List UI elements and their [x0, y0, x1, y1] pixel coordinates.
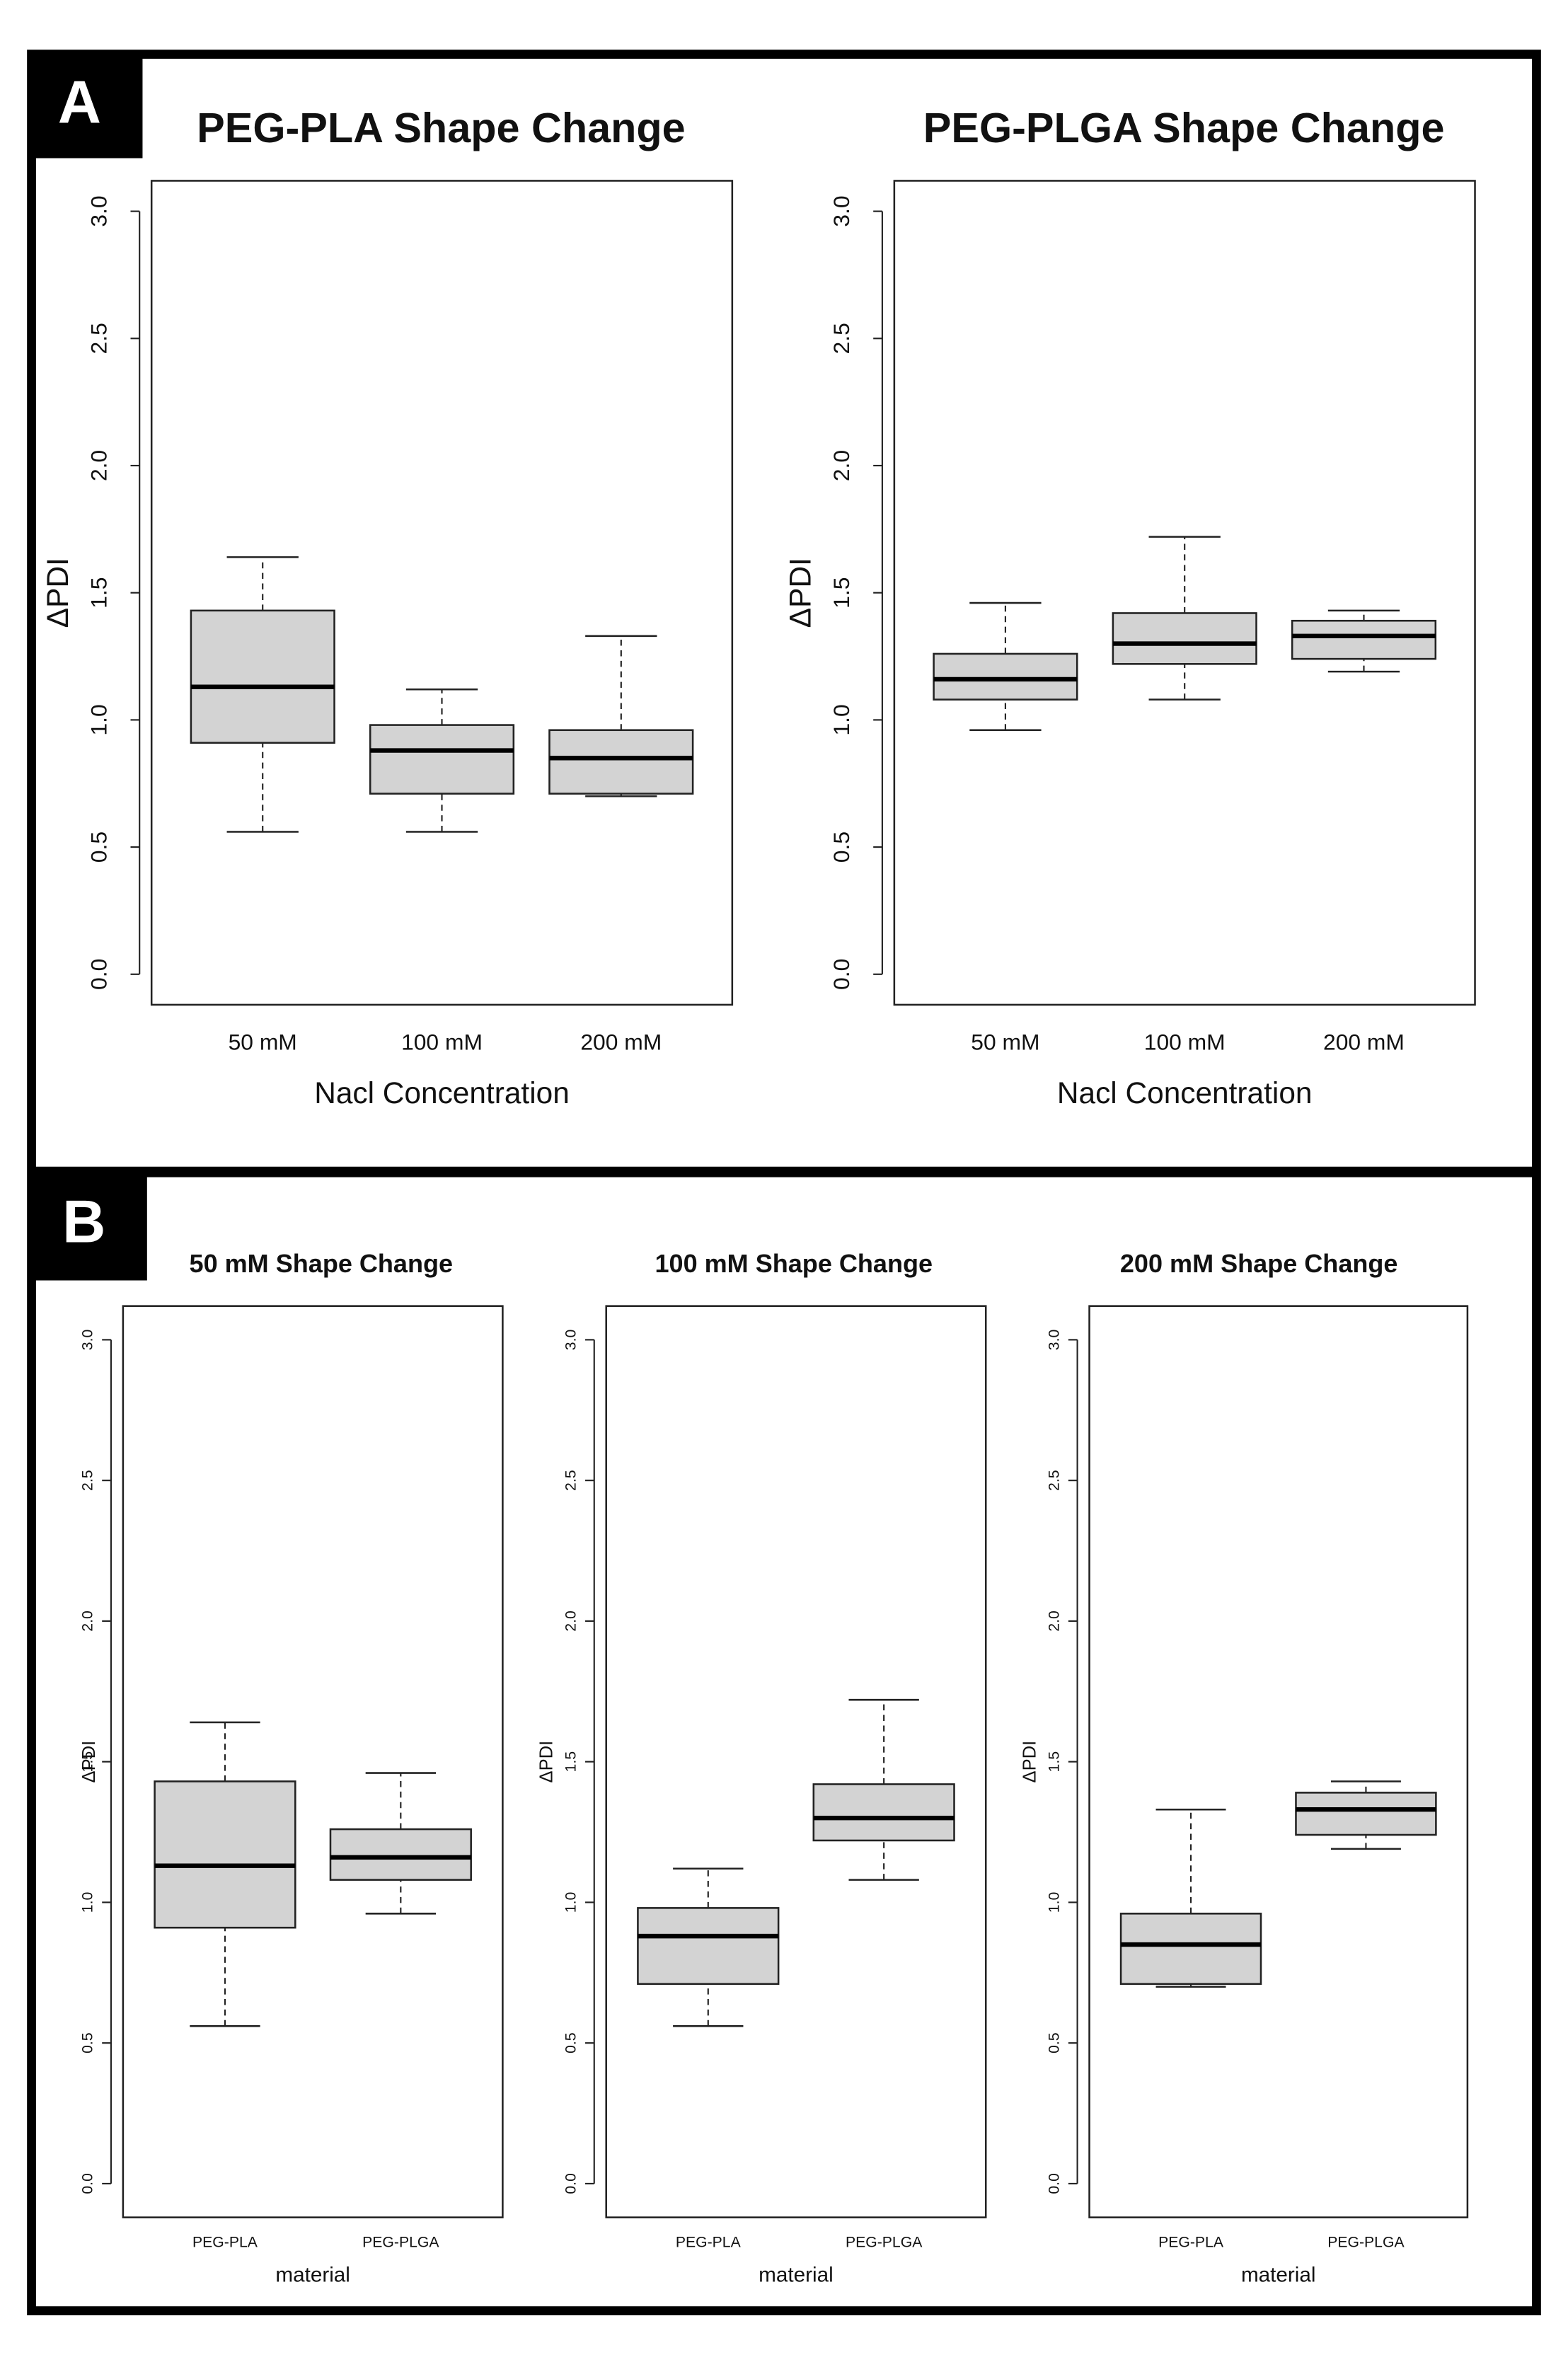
y-tick-label: 2.0 — [563, 1611, 580, 1632]
y-tick-label: 0.0 — [1045, 2173, 1062, 2194]
x-tick-label: PEG-PLGA — [362, 2233, 439, 2250]
box — [1112, 612, 1257, 665]
y-tick-label: 1.0 — [1045, 1892, 1062, 1913]
y-tick-label: 2.0 — [829, 450, 854, 481]
chart-title: 50 mM Shape Change — [190, 1249, 454, 1278]
y-tick-label: 2.5 — [86, 323, 112, 354]
x-tick-label: PEG-PLGA — [846, 2233, 923, 2250]
y-tick-label: 0.5 — [86, 831, 112, 863]
chart-title: PEG-PLGA Shape Change — [923, 104, 1445, 151]
y-tick-label: 3.0 — [86, 195, 112, 226]
x-axis-label: material — [759, 2263, 834, 2286]
y-tick-label: 1.0 — [563, 1892, 580, 1913]
x-tick-label: PEG-PLA — [1158, 2233, 1224, 2250]
panel-label-box — [31, 1175, 147, 1281]
y-tick-label: 1.5 — [1045, 1751, 1062, 1773]
y-tick-label: 1.5 — [563, 1751, 580, 1773]
box — [812, 1783, 955, 1842]
y-tick-label: 2.0 — [86, 450, 112, 481]
x-tick-label: PEG-PLA — [192, 2233, 258, 2250]
y-tick-label: 2.0 — [1045, 1611, 1062, 1632]
chart-title: 200 mM Shape Change — [1120, 1249, 1398, 1278]
x-axis-label: material — [275, 2263, 350, 2286]
y-tick-label: 2.0 — [79, 1611, 96, 1632]
box — [548, 729, 694, 795]
x-tick-label: 200 mM — [1323, 1030, 1405, 1055]
y-tick-label: 0.0 — [79, 2173, 96, 2194]
y-tick-label: 2.5 — [563, 1470, 580, 1491]
box — [154, 1780, 296, 1929]
y-tick-label: 2.5 — [79, 1470, 96, 1491]
x-tick-label: 50 mM — [229, 1030, 297, 1055]
x-tick-label: 100 mM — [401, 1030, 483, 1055]
y-tick-label: 3.0 — [79, 1330, 96, 1351]
panel-label-box — [31, 54, 143, 159]
y-tick-label: 0.5 — [563, 2032, 580, 2053]
y-axis-label: ΔPDI — [1020, 1741, 1040, 1783]
box — [637, 1907, 780, 1985]
y-tick-label: 1.0 — [79, 1892, 96, 1913]
y-tick-label: 1.0 — [86, 704, 112, 735]
y-axis-label: ΔPDI — [79, 1741, 99, 1783]
x-tick-label: 50 mM — [971, 1030, 1039, 1055]
y-tick-label: 3.0 — [1045, 1330, 1062, 1351]
panel-label: B — [62, 1188, 105, 1255]
panel-label: A — [58, 69, 101, 136]
y-tick-label: 0.0 — [829, 959, 854, 990]
y-tick-label: 1.5 — [86, 577, 112, 609]
y-tick-label: 0.5 — [1045, 2032, 1062, 2053]
box — [329, 1828, 472, 1881]
plot-frame — [150, 180, 734, 1006]
box — [1295, 1792, 1437, 1836]
y-tick-label: 0.0 — [563, 2173, 580, 2194]
y-tick-label: 0.5 — [79, 2032, 96, 2053]
box — [1291, 619, 1437, 660]
x-tick-label: PEG-PLA — [676, 2233, 742, 2250]
plot-frame — [893, 180, 1476, 1006]
y-axis-label: ΔPDI — [785, 558, 818, 628]
chart-title: 100 mM Shape Change — [655, 1249, 933, 1278]
box — [190, 609, 335, 744]
y-tick-label: 2.5 — [829, 323, 854, 354]
y-tick-label: 3.0 — [829, 195, 854, 226]
y-tick-label: 2.5 — [1045, 1470, 1062, 1491]
plot-frame — [1088, 1305, 1469, 2218]
box — [933, 652, 1078, 701]
plot-frame — [605, 1305, 987, 2218]
x-axis-label: Nacl Concentration — [314, 1077, 570, 1110]
y-tick-label: 1.5 — [79, 1751, 96, 1773]
x-axis-label: material — [1241, 2263, 1316, 2286]
y-tick-label: 1.0 — [829, 704, 854, 735]
y-tick-label: 1.5 — [829, 577, 854, 609]
y-axis-label: ΔPDI — [42, 558, 75, 628]
x-tick-label: 100 mM — [1144, 1030, 1226, 1055]
box — [369, 724, 515, 795]
y-axis-label: ΔPDI — [537, 1741, 557, 1783]
x-tick-label: 200 mM — [580, 1030, 662, 1055]
x-axis-label: Nacl Concentration — [1057, 1077, 1313, 1110]
box — [1119, 1913, 1262, 1985]
y-tick-label: 3.0 — [563, 1330, 580, 1351]
x-tick-label: PEG-PLGA — [1327, 2233, 1405, 2250]
plot-frame — [122, 1305, 504, 2218]
chart-title: PEG-PLA Shape Change — [197, 104, 686, 151]
y-tick-label: 0.0 — [86, 959, 112, 990]
y-tick-label: 0.5 — [829, 831, 854, 863]
